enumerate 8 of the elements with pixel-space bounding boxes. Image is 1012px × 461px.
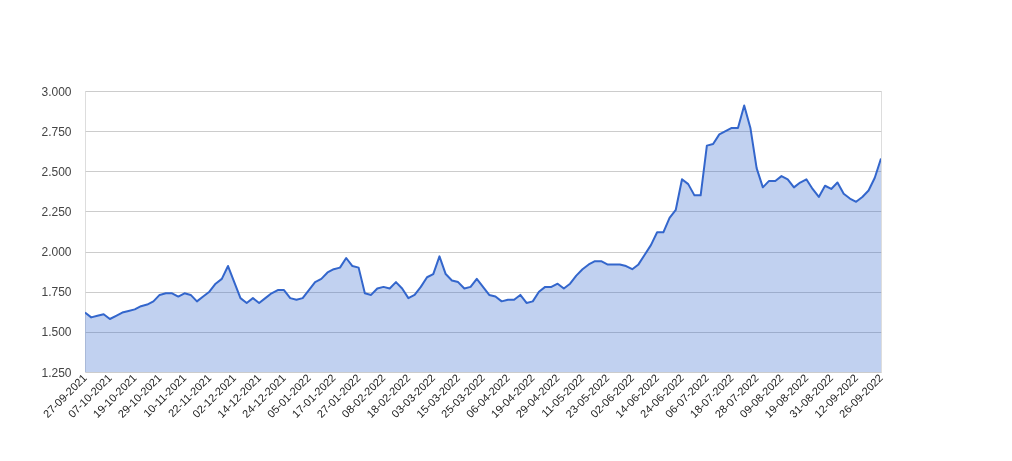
y-tick-label: 1.500 <box>41 325 72 340</box>
y-tick-label: 2.000 <box>41 245 72 260</box>
y-tick-label: 2.250 <box>41 204 72 219</box>
y-tick-label: 3.000 <box>41 84 72 99</box>
y-tick-label: 2.750 <box>41 124 72 139</box>
y-tick-label: 1.750 <box>41 285 72 300</box>
y-tick-label: 2.500 <box>41 164 72 179</box>
y-tick-label: 1.250 <box>41 365 72 380</box>
